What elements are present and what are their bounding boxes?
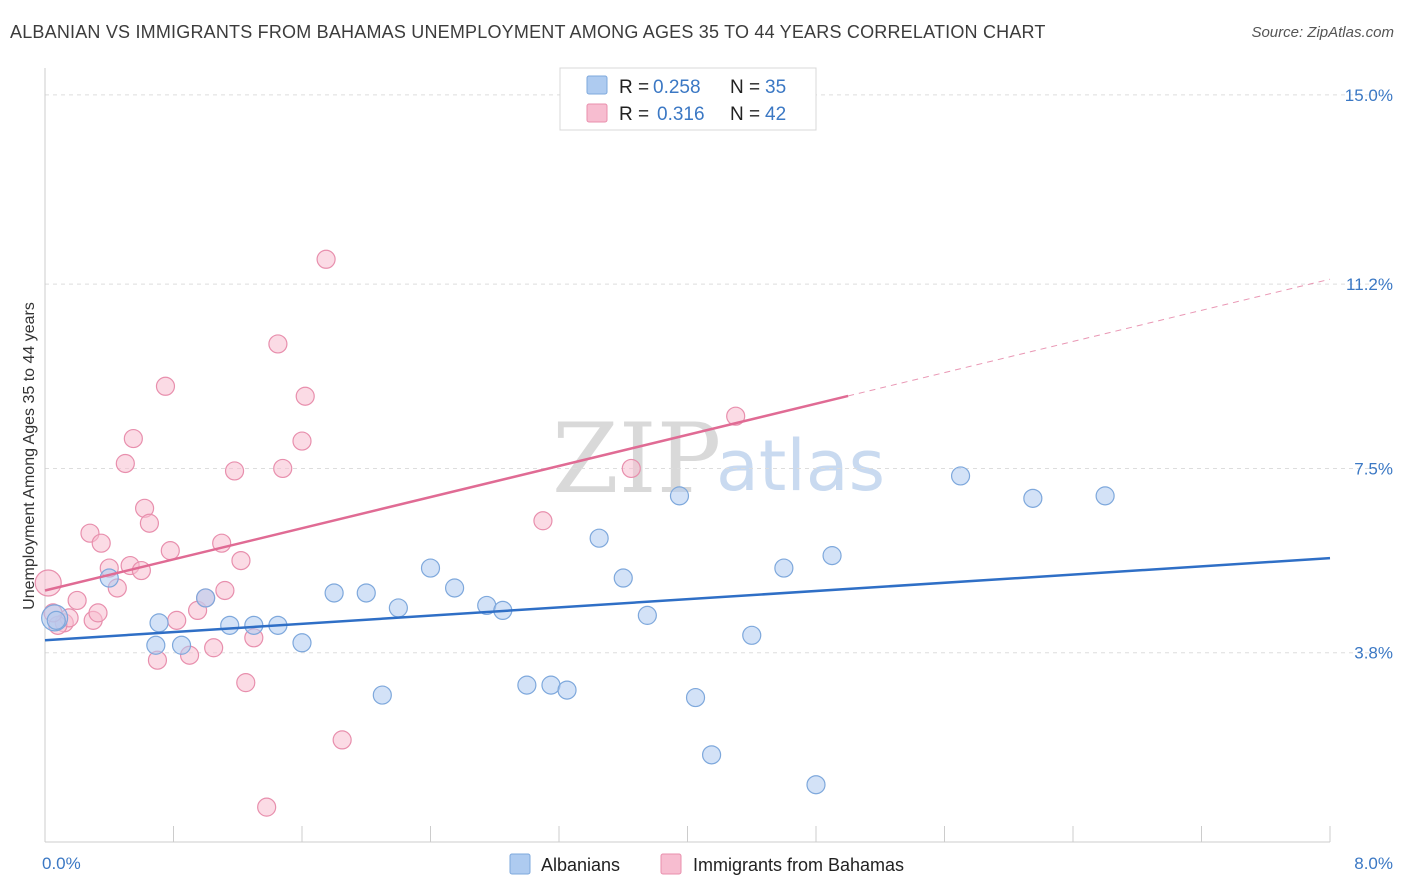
albanians-point-2 bbox=[149, 613, 169, 633]
chart-title: ALBANIAN VS IMMIGRANTS FROM BAHAMAS UNEM… bbox=[10, 22, 1046, 42]
albanians-point-26 bbox=[701, 745, 722, 765]
albanians-point-20 bbox=[557, 680, 577, 700]
albanians-point-24 bbox=[669, 486, 690, 506]
bahamas-point-37 bbox=[533, 511, 553, 531]
albanians-point-11 bbox=[356, 583, 376, 603]
series-albanians-points bbox=[41, 466, 1115, 795]
bahamas-point-36 bbox=[332, 730, 352, 750]
legend-r-label-albanians: R = bbox=[619, 77, 649, 98]
albanians-point-1 bbox=[99, 568, 119, 588]
bottom-legend-swatch-albanians bbox=[509, 853, 531, 875]
albanians-point-22 bbox=[613, 568, 633, 588]
albanians-point-6 bbox=[220, 615, 240, 635]
bahamas-point-19 bbox=[167, 610, 187, 630]
y-axis-title: Unemployment Among Ages 35 to 44 years bbox=[21, 302, 38, 610]
watermark-zip: ZIP bbox=[552, 403, 721, 515]
correlation-legend: R = 0.258 N = 35 R = 0.316 N = 42 bbox=[559, 67, 817, 131]
legend-r-value-albanians: 0.258 bbox=[653, 77, 701, 98]
albanians-point-15 bbox=[444, 578, 465, 598]
bahamas-point-7 bbox=[88, 603, 108, 623]
albanians-point-13 bbox=[388, 598, 408, 618]
watermark: ZIP atlas bbox=[552, 403, 885, 515]
albanians-point-25 bbox=[685, 687, 706, 708]
albanians-point-29 bbox=[806, 775, 826, 795]
legend-n-value-bahamas: 42 bbox=[765, 104, 786, 125]
watermark-atlas: atlas bbox=[716, 425, 885, 507]
legend-swatch-albanians bbox=[586, 75, 608, 95]
albanians-point-34 bbox=[46, 610, 66, 630]
x-tick-label-min: 0.0% bbox=[42, 854, 81, 873]
y-tick-labels: 3.8% 7.5% 11.2% 15.0% bbox=[1345, 86, 1393, 663]
bahamas-point-33 bbox=[292, 431, 312, 451]
albanians-point-33 bbox=[1095, 486, 1115, 506]
albanians-point-27 bbox=[742, 625, 762, 645]
bahamas-point-0 bbox=[34, 569, 62, 597]
albanians-trend-line bbox=[44, 556, 1331, 642]
albanians-point-12 bbox=[372, 685, 392, 705]
albanians-point-19 bbox=[541, 675, 561, 695]
bahamas-point-34 bbox=[295, 386, 315, 406]
bahamas-point-18 bbox=[160, 541, 180, 561]
albanians-point-14 bbox=[420, 558, 441, 578]
albanians-point-18 bbox=[517, 675, 537, 695]
albanians-point-3 bbox=[146, 635, 166, 655]
bahamas-point-17 bbox=[155, 376, 176, 396]
chart-source: Source: ZipAtlas.com bbox=[1251, 24, 1394, 41]
bahamas-point-23 bbox=[204, 638, 224, 658]
bahamas-point-30 bbox=[257, 797, 277, 817]
legend-n-label-albanians: N = bbox=[730, 77, 760, 98]
bahamas-point-39 bbox=[726, 406, 746, 426]
bahamas-point-31 bbox=[268, 334, 288, 354]
bahamas-point-10 bbox=[115, 453, 135, 474]
legend-n-label-bahamas: N = bbox=[730, 104, 760, 125]
y-tick-label-3-8: 3.8% bbox=[1354, 644, 1393, 663]
bahamas-point-35 bbox=[316, 249, 336, 269]
axes bbox=[44, 68, 1331, 843]
legend-n-value-albanians: 35 bbox=[765, 77, 786, 98]
bahamas-point-25 bbox=[215, 580, 235, 601]
albanians-point-32 bbox=[1023, 488, 1043, 508]
legend-r-value-bahamas: 0.316 bbox=[657, 104, 705, 125]
bottom-legend-label-albanians: Albanians bbox=[541, 855, 620, 875]
bottom-legend-label-bahamas: Immigrants from Bahamas bbox=[693, 855, 904, 875]
series-immigrants-from-bahamas-points bbox=[34, 249, 746, 817]
bahamas-point-26 bbox=[224, 461, 245, 481]
bahamas-point-6 bbox=[91, 533, 111, 553]
bahamas-point-15 bbox=[139, 513, 160, 533]
albanians-point-5 bbox=[196, 588, 216, 608]
series-legend: Albanians Immigrants from Bahamas bbox=[509, 853, 904, 875]
albanians-point-9 bbox=[292, 633, 312, 653]
bahamas-point-12 bbox=[123, 428, 143, 449]
y-tick-label-7-5: 7.5% bbox=[1354, 459, 1393, 478]
albanians-point-23 bbox=[637, 605, 657, 625]
bahamas-point-28 bbox=[236, 673, 256, 693]
y-tick-label-11-2: 11.2% bbox=[1346, 275, 1393, 294]
trend-lines bbox=[44, 278, 1331, 642]
bahamas-point-27 bbox=[231, 551, 251, 571]
bahamas-trend-line bbox=[44, 394, 849, 592]
albanians-point-28 bbox=[774, 558, 794, 578]
albanians-point-10 bbox=[324, 583, 344, 603]
albanians-point-30 bbox=[822, 546, 842, 566]
bahamas-point-13 bbox=[131, 560, 151, 581]
bahamas-point-32 bbox=[273, 458, 293, 479]
bahamas-trend-extension bbox=[848, 278, 1331, 397]
albanians-point-21 bbox=[589, 528, 609, 548]
y-tick-label-15-0: 15.0% bbox=[1345, 86, 1393, 105]
albanians-point-31 bbox=[950, 466, 971, 486]
bahamas-point-38 bbox=[621, 458, 641, 479]
albanians-point-4 bbox=[171, 635, 192, 655]
x-tick-label-max: 8.0% bbox=[1354, 854, 1393, 873]
legend-swatch-immigrants-from-bahamas bbox=[586, 103, 608, 123]
bahamas-point-2 bbox=[67, 590, 87, 611]
legend-r-label-bahamas: R = bbox=[619, 104, 649, 125]
bottom-legend-swatch-bahamas bbox=[660, 853, 682, 875]
